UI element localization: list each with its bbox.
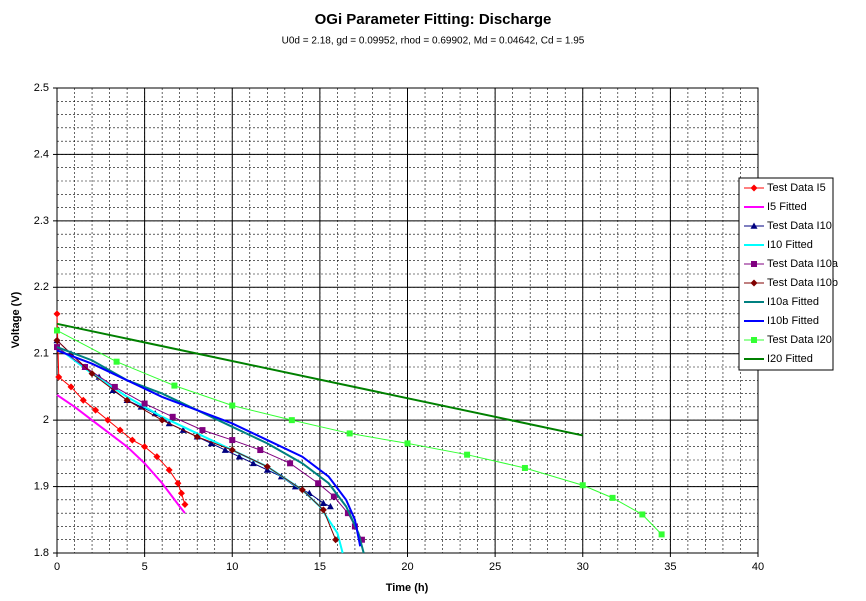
marker	[263, 463, 271, 471]
marker	[53, 336, 61, 344]
marker	[128, 436, 136, 444]
marker	[193, 433, 201, 441]
y-tick-label: 2.1	[34, 348, 49, 360]
x-tick-label: 10	[226, 561, 238, 573]
legend-label: I10 Fitted	[767, 239, 813, 251]
marker	[639, 511, 646, 518]
marker	[113, 358, 120, 365]
marker	[54, 327, 60, 334]
marker	[141, 443, 149, 451]
marker	[123, 396, 131, 404]
y-tick-label: 2.3	[34, 215, 49, 227]
marker	[174, 479, 182, 487]
marker	[404, 440, 411, 447]
marker	[92, 406, 100, 414]
legend-label: Test Data I5	[767, 182, 826, 194]
marker	[751, 337, 757, 343]
marker	[221, 446, 229, 453]
y-tick-label: 2.4	[34, 148, 49, 160]
marker	[181, 501, 189, 509]
marker	[158, 416, 166, 424]
marker	[229, 402, 236, 409]
marker	[344, 510, 351, 517]
x-tick-label: 15	[314, 561, 326, 573]
chart-title: OGi Parameter Fitting: Discharge	[315, 11, 552, 28]
marker	[235, 453, 243, 460]
marker	[464, 451, 471, 458]
y-tick-label: 1.9	[34, 480, 49, 492]
legend-label: I5 Fitted	[767, 201, 807, 213]
y-tick-label: 1.8	[34, 547, 49, 559]
legend-label: I10b Fitted	[767, 315, 819, 327]
x-tick-label: 20	[401, 561, 413, 573]
y-axis-label: Voltage (V)	[10, 291, 22, 348]
marker	[750, 279, 758, 287]
marker	[228, 446, 236, 454]
legend-label: Test Data I10	[767, 220, 832, 232]
x-tick-label: 35	[664, 561, 676, 573]
x-tick-label: 5	[142, 561, 148, 573]
marker	[315, 480, 322, 487]
marker	[137, 403, 145, 410]
legend-label: I10a Fitted	[767, 296, 819, 308]
marker	[169, 413, 176, 420]
marker	[207, 439, 215, 447]
marker	[521, 464, 528, 471]
chart-subtitle: U0d = 2.18, gd = 0.09952, rhod = 0.69902…	[282, 36, 585, 47]
series-line	[56, 313, 186, 505]
marker	[751, 261, 757, 267]
series-line	[56, 394, 186, 514]
marker	[88, 370, 96, 378]
marker	[288, 417, 295, 424]
marker	[111, 383, 118, 390]
marker	[658, 531, 665, 538]
x-tick-label: 30	[577, 561, 589, 573]
marker	[750, 222, 758, 229]
marker	[326, 503, 334, 510]
y-tick-label: 2.5	[34, 82, 49, 94]
series-line	[56, 349, 362, 547]
legend-label: Test Data I10a	[767, 258, 839, 270]
y-tick-label: 2.2	[34, 281, 49, 293]
legend-label: Test Data I20	[767, 334, 832, 346]
marker	[319, 506, 327, 514]
marker	[104, 416, 112, 424]
marker	[67, 383, 75, 391]
marker	[609, 494, 616, 501]
marker	[249, 459, 257, 467]
marker	[579, 482, 586, 489]
marker	[346, 430, 353, 437]
y-tick-label: 2	[43, 414, 49, 426]
marker	[750, 184, 758, 192]
marker	[330, 493, 337, 500]
marker	[177, 489, 185, 497]
marker	[141, 400, 148, 407]
marker	[358, 536, 365, 543]
marker	[199, 427, 206, 434]
series-line	[56, 322, 583, 437]
marker	[53, 310, 61, 318]
marker	[257, 447, 264, 454]
marker	[116, 426, 124, 434]
x-tick-label: 25	[489, 561, 501, 573]
x-tick-label: 0	[54, 561, 60, 573]
legend-label: Test Data I10b	[767, 277, 838, 289]
legend-label: I20 Fitted	[767, 353, 813, 365]
marker	[332, 536, 340, 544]
x-tick-label: 40	[752, 561, 764, 573]
marker	[298, 486, 306, 494]
marker	[55, 373, 63, 381]
marker	[165, 466, 173, 474]
series-line	[56, 340, 337, 540]
marker	[153, 453, 161, 461]
marker	[287, 460, 294, 467]
marker	[229, 437, 236, 444]
marker	[171, 382, 178, 389]
x-axis-label: Time (h)	[386, 582, 429, 594]
marker	[319, 499, 327, 506]
marker	[79, 396, 87, 404]
